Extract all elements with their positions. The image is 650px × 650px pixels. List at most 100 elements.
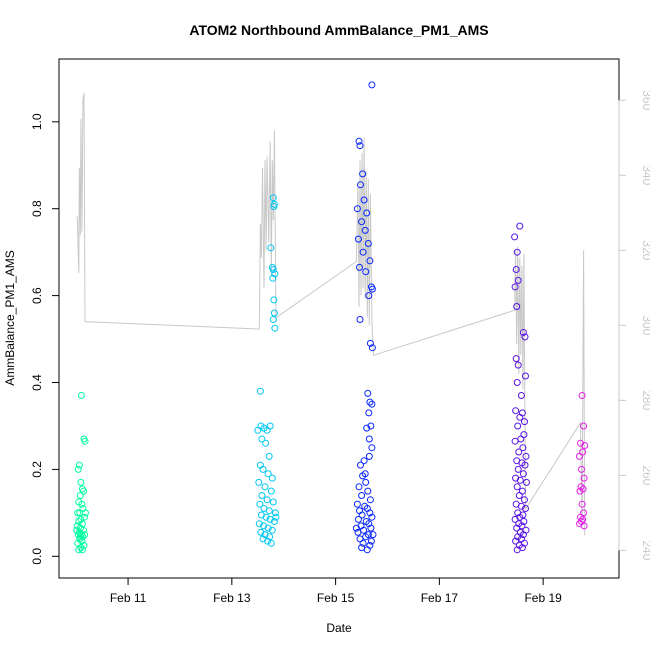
y-tick-label: 0.2 xyxy=(30,461,44,478)
data-point xyxy=(271,270,279,278)
data-point xyxy=(268,474,276,482)
y2-tick-label: 280 xyxy=(640,390,650,410)
data-point xyxy=(513,524,521,532)
x-axis: Feb 11 Feb 13 Feb 15 Feb 17 Feb 19 xyxy=(110,577,562,605)
data-point xyxy=(581,442,589,449)
data-point xyxy=(270,518,278,525)
x-tick-label: Feb 15 xyxy=(317,591,355,605)
data-point xyxy=(522,505,529,512)
y2-axis: 240 260 280 300 320 340 360 xyxy=(618,90,650,561)
data-point xyxy=(78,500,86,508)
data-point xyxy=(267,539,275,547)
data-point xyxy=(81,531,88,539)
y-tick-label: 0.8 xyxy=(30,200,44,217)
data-point xyxy=(513,248,521,256)
x-tick-label: Feb 13 xyxy=(213,591,251,605)
data-point xyxy=(521,461,529,469)
data-point xyxy=(258,492,266,499)
data-point xyxy=(365,452,373,460)
data-points xyxy=(73,81,589,554)
data-point xyxy=(519,470,527,478)
data-point xyxy=(522,452,530,460)
y-tick-label: 0.6 xyxy=(30,287,44,304)
data-point xyxy=(270,203,278,210)
data-point xyxy=(522,372,529,380)
data-point xyxy=(365,520,373,528)
data-point xyxy=(363,209,371,217)
y-axis-label: AmmBalance_PM1_AMS xyxy=(3,250,17,385)
data-point xyxy=(267,244,275,252)
data-point xyxy=(356,316,364,323)
data-point xyxy=(519,444,527,452)
data-point xyxy=(265,507,273,515)
data-point xyxy=(512,407,520,415)
data-point xyxy=(255,478,263,486)
data-point xyxy=(364,389,372,397)
data-point xyxy=(516,413,524,421)
data-point xyxy=(264,470,272,478)
x-tick-label: Feb 19 xyxy=(524,591,562,605)
data-point xyxy=(269,316,277,323)
data-point xyxy=(515,448,523,456)
data-point xyxy=(77,478,85,486)
data-point xyxy=(517,392,525,399)
data-point xyxy=(576,452,583,460)
data-point xyxy=(77,515,85,523)
data-point xyxy=(513,483,521,491)
data-point xyxy=(263,496,271,504)
data-point xyxy=(367,524,375,532)
data-point xyxy=(362,268,370,276)
data-point xyxy=(259,465,267,473)
data-point xyxy=(361,470,369,478)
data-point xyxy=(580,474,588,482)
data-point xyxy=(368,285,376,293)
data-point xyxy=(81,437,89,445)
data-point xyxy=(268,526,276,534)
data-point xyxy=(82,509,89,517)
data-point xyxy=(367,537,375,545)
data-point xyxy=(267,487,275,495)
x-tick-label: Feb 11 xyxy=(110,591,147,605)
data-point xyxy=(255,520,263,528)
data-point xyxy=(577,439,584,447)
data-point xyxy=(576,487,584,495)
data-point xyxy=(80,526,87,534)
secondary-series-line xyxy=(76,92,586,536)
data-point xyxy=(264,537,272,545)
data-point xyxy=(517,435,525,443)
data-point xyxy=(368,344,376,352)
data-point xyxy=(257,528,265,536)
data-point xyxy=(514,422,522,430)
plot-frame xyxy=(58,58,620,579)
data-point xyxy=(578,465,585,473)
data-point xyxy=(362,478,370,486)
data-point xyxy=(364,240,372,247)
data-point xyxy=(519,329,527,336)
data-point xyxy=(516,222,524,230)
data-point xyxy=(357,461,364,469)
y2-tick-label: 360 xyxy=(640,90,650,110)
data-point xyxy=(270,309,278,317)
data-point xyxy=(256,387,264,395)
data-point xyxy=(359,170,367,178)
data-point xyxy=(77,392,85,399)
data-point xyxy=(367,422,375,430)
y2-tick-label: 320 xyxy=(640,240,650,260)
data-point xyxy=(368,400,376,408)
data-point xyxy=(360,457,368,465)
data-point xyxy=(511,437,519,445)
data-point xyxy=(513,379,521,386)
data-point xyxy=(513,546,521,554)
data-point xyxy=(523,478,530,486)
data-point xyxy=(368,444,376,452)
data-point xyxy=(580,422,588,430)
data-point xyxy=(578,500,586,508)
data-point xyxy=(366,496,374,504)
data-point xyxy=(516,476,524,484)
data-point xyxy=(266,533,274,541)
data-point xyxy=(514,465,522,473)
data-point xyxy=(515,492,523,499)
data-point xyxy=(517,502,525,510)
data-point xyxy=(363,546,371,554)
data-point xyxy=(354,515,362,523)
